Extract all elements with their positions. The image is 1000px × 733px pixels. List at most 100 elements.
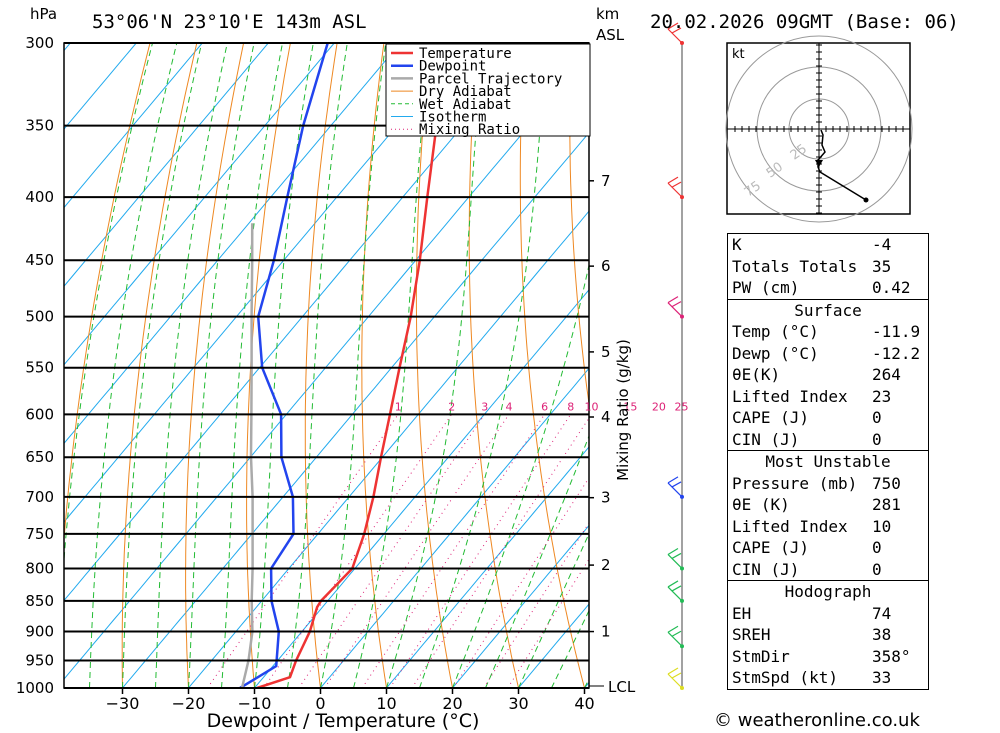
pressure-tick-label: 950 [25, 652, 54, 670]
wet-adiabat-line [122, 43, 203, 688]
stat-label: Pressure (mb) [732, 473, 858, 493]
asl-unit-label: ASL [596, 26, 625, 44]
wet-adiabat-line [287, 43, 348, 688]
wet-adiabat-line [386, 43, 484, 688]
stat-value: 358° [872, 646, 911, 666]
mixing-ratio-label: 2 [448, 400, 455, 413]
stat-row-surface-temp: Temp (°C) -11.9 [728, 321, 928, 343]
wet-adiabat-line [419, 43, 548, 688]
isotherm-line [253, 289, 589, 688]
stat-value: 38 [872, 625, 892, 644]
mixing-ratio-label: 8 [567, 400, 574, 413]
wind-barb-staff [667, 631, 683, 647]
stat-value: 35 [872, 256, 892, 276]
wind-barb-staff [667, 586, 683, 602]
wind-barb-flag [671, 585, 682, 592]
pressure-tick-label: 800 [25, 559, 54, 577]
stat-value: 0.42 [872, 278, 911, 297]
wind-barb-flag [667, 296, 679, 304]
dry-adiabat-line [468, 43, 520, 688]
wind-barb-staff [667, 28, 683, 44]
stat-row-mu-cape: CAPE (J) 0 [728, 537, 928, 559]
stat-row-mu-theta: θE (K) 281 [728, 494, 928, 516]
km-tick-label: 2 [601, 556, 611, 574]
stat-value: 281 [872, 495, 901, 514]
wind-barb [667, 22, 684, 45]
x-tick-label: −20 [172, 694, 206, 713]
stat-label: θE(K) [732, 365, 781, 384]
stat-value: 33 [872, 668, 892, 687]
dry-adiabat-line [415, 43, 454, 688]
dry-adiabat-line [985, 6, 1000, 714]
isotherm-line [64, 43, 401, 445]
x-tick-label: −30 [106, 694, 140, 713]
stat-label: CAPE (J) [732, 408, 810, 427]
dry-adiabat-line [569, 43, 589, 408]
km-tick-label: 3 [601, 489, 611, 507]
dry-adiabat-line [519, 43, 586, 688]
surface-section-title: Surface [728, 298, 928, 322]
wind-barb-flag [671, 481, 682, 488]
km-tick-label: 7 [601, 172, 611, 190]
km-tick-label: 6 [601, 257, 611, 275]
mixing-ratio-label: 3 [481, 400, 488, 413]
stat-value: 10 [872, 516, 892, 536]
stat-label: EH [732, 603, 752, 623]
stat-row-k: K -4 [728, 234, 928, 256]
stat-row-eh: EH 74 [728, 603, 928, 625]
stat-label: SREH [732, 625, 771, 644]
wind-barb-flag [667, 580, 679, 588]
mixing-ratio-line [507, 558, 589, 688]
pressure-tick-label: 600 [25, 405, 54, 423]
stat-value: 264 [872, 365, 901, 384]
mixing-ratio-label: 6 [541, 400, 548, 413]
hodograph-end-point [863, 197, 869, 203]
wind-barb-flag [671, 27, 682, 34]
wet-adiabat-line [89, 43, 178, 688]
wind-barb [667, 547, 684, 571]
wind-barb-flag [671, 672, 682, 679]
isotherm-line [121, 131, 589, 688]
series-temperature-line [256, 43, 457, 688]
stat-label: PW (cm) [732, 278, 800, 297]
stats-table: K -4 Totals Totals 35 PW (cm) 0.42 Surface … [727, 233, 929, 690]
wind-barb-staff [667, 554, 683, 569]
isotherm-line [187, 210, 589, 688]
pressure-tick-label: 900 [25, 623, 54, 641]
mixing-ratio-line [324, 414, 510, 688]
location-title: 53°06'N 23°10'E 143m ASL [92, 11, 367, 33]
stat-row-mu-lifted-index: Lifted Index 10 [728, 516, 928, 538]
pressure-tick-label: 450 [25, 251, 54, 269]
wind-barb-flag [667, 547, 679, 555]
isotherm-line [64, 53, 589, 680]
x-tick-label: 20 [442, 694, 462, 713]
wind-barb [667, 625, 684, 649]
pressure-tick-label: 650 [25, 448, 54, 466]
mixing-ratio-line [389, 414, 572, 688]
wind-barb-flag [671, 630, 682, 637]
legend-entry-label: Mixing Ratio [419, 122, 520, 138]
isotherm-line [517, 603, 589, 688]
stat-row-surface-lifted-index: Lifted Index 23 [728, 386, 928, 408]
pressure-tick-label: 700 [25, 488, 54, 506]
stat-value: 23 [872, 386, 892, 406]
wet-adiabat-line [155, 43, 228, 688]
stat-label: CIN (J) [732, 559, 800, 579]
wet-adiabat-line [485, 434, 589, 688]
isotherm-line [64, 43, 269, 288]
dry-adiabat-line [304, 43, 338, 688]
hodograph-section-title: Hodograph [728, 580, 928, 603]
stat-label: θE (K) [732, 495, 790, 514]
legend-entry-label: Isotherm [419, 110, 486, 126]
wind-barb [667, 580, 684, 603]
wind-barb-staff [667, 673, 683, 689]
wet-adiabat-line [254, 43, 314, 688]
mixing-ratio-label: 4 [506, 400, 513, 413]
dry-adiabat-line [618, 6, 726, 714]
legend-entry-label: Parcel Trajectory [419, 71, 562, 87]
dry-adiabat-line [121, 43, 198, 688]
isotherm-line [64, 43, 335, 366]
pressure-tick-label: 850 [25, 592, 54, 610]
